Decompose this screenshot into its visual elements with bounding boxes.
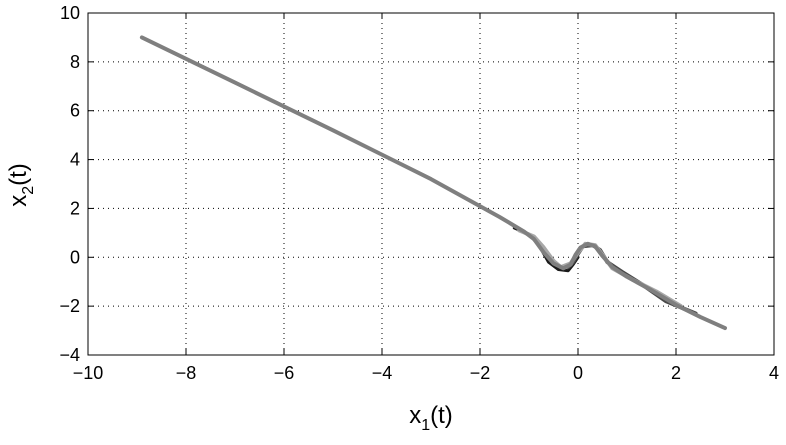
y-tick-label: 8 [70,52,80,72]
x-tick-label: −10 [73,363,104,383]
grid-lines [88,13,774,355]
y-tick-label: 10 [60,3,80,23]
tick-marks [87,12,775,356]
plot-frame [87,12,775,356]
x-tick-labels: −10 −8 −6 −4 −2 0 2 4 [73,363,779,383]
y-tick-label: −2 [59,296,80,316]
x-tick-label: 2 [671,363,681,383]
y-tick-label: −4 [59,345,80,365]
series-lines [139,35,727,331]
x-tick-label: −2 [470,363,491,383]
y-tick-label: 4 [70,150,80,170]
y-tick-labels: −4 −2 0 2 4 6 8 10 [59,3,80,365]
y-tick-label: 2 [70,198,80,218]
x-tick-label: 4 [769,363,779,383]
y-tick-label: 6 [70,101,80,121]
x-axis-label: x1(t) [409,402,453,434]
x-tick-label: 0 [573,363,583,383]
x-tick-label: −6 [274,363,295,383]
y-tick-label: 0 [70,247,80,267]
x-tick-label: −8 [176,363,197,383]
x-tick-label: −4 [372,363,393,383]
y-axis-label: x2(t) [5,163,37,207]
series-line-4 [139,35,727,331]
